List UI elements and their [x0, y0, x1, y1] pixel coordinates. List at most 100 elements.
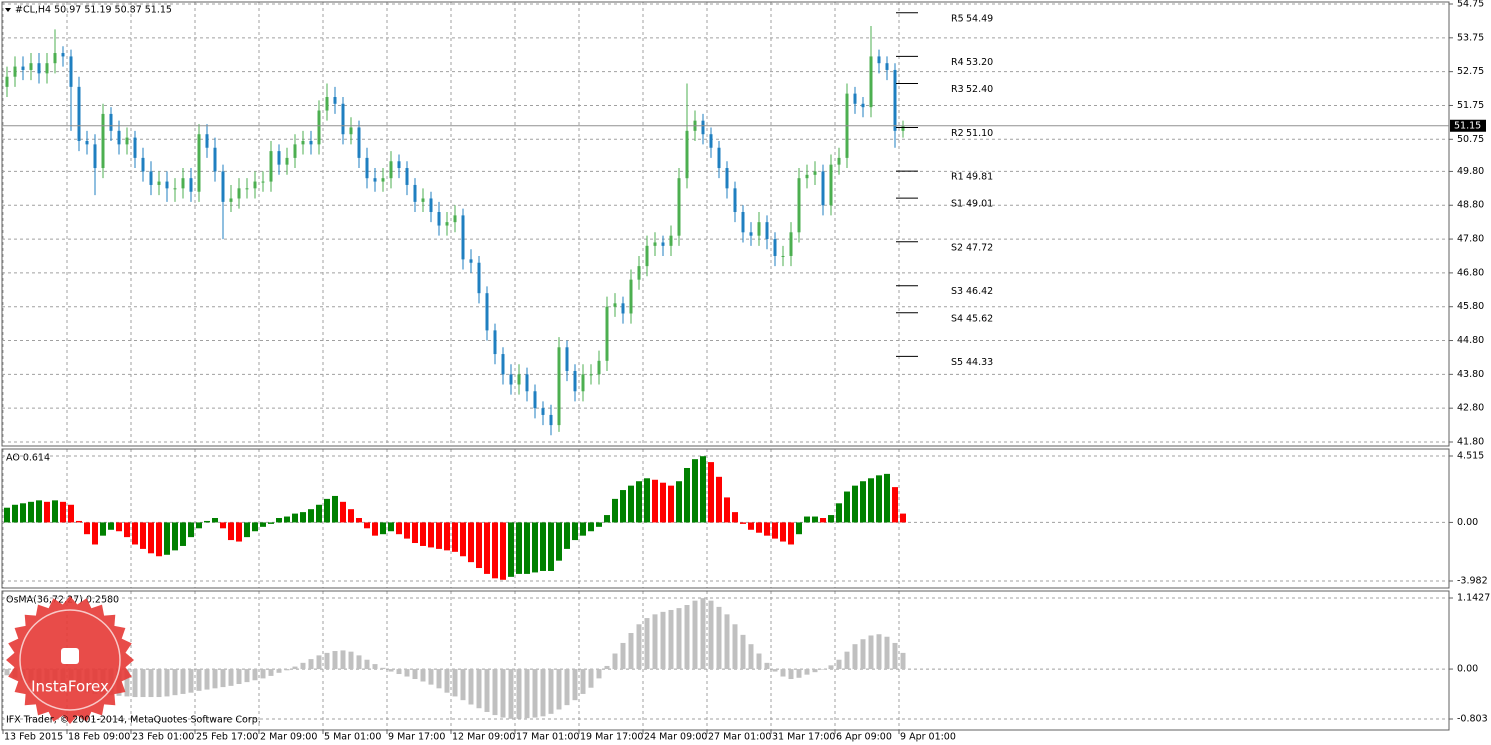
ao-bar — [892, 487, 898, 523]
candle-body — [69, 56, 73, 87]
candle-body — [581, 374, 585, 392]
candle-body — [469, 259, 473, 263]
y-tick-label: 46.80 — [1457, 267, 1484, 278]
ao-bar — [684, 467, 690, 523]
ao-bar — [524, 522, 530, 574]
candle-body — [93, 144, 97, 169]
candle-body — [749, 232, 753, 236]
ao-bar — [660, 482, 666, 523]
candle-body — [885, 63, 889, 70]
candle-body — [685, 130, 689, 179]
osma-bar — [748, 644, 754, 670]
ao-bar — [516, 522, 522, 574]
osma-bar — [396, 669, 402, 675]
candle-body — [117, 130, 121, 145]
ao-bar — [860, 481, 866, 523]
ao-bar — [228, 522, 234, 541]
candle-body — [373, 178, 377, 182]
osma-bar — [140, 669, 146, 698]
ao-bar — [12, 504, 18, 523]
candle-body — [413, 184, 417, 202]
x-tick-label: 24 Mar 09:00 — [644, 732, 707, 743]
ao-bar — [300, 512, 306, 523]
symbol-menu-arrow[interactable] — [5, 8, 11, 12]
ao-bar — [116, 522, 122, 532]
ao-bar — [740, 522, 746, 524]
panel-frame — [1, 448, 1450, 589]
candle-body — [149, 171, 153, 185]
ao-bar — [100, 522, 106, 536]
ao-bar — [596, 522, 602, 527]
candle-body — [125, 137, 129, 145]
candle-body — [77, 86, 81, 141]
pivot-name: S2 — [951, 242, 963, 253]
osma-bar — [604, 665, 610, 670]
osma-bar — [364, 659, 370, 670]
ao-bar — [60, 501, 66, 523]
pivot-name: R5 — [951, 13, 964, 24]
pivot-label: 47.72 — [966, 242, 993, 253]
osma-bar — [556, 669, 562, 710]
x-tick-label: 27 Mar 01:00 — [708, 732, 771, 743]
x-tick-label: 5 Mar 01:00 — [324, 732, 381, 743]
osma-bar — [300, 662, 306, 670]
pivot-name: R1 — [951, 172, 964, 183]
osma-bar — [148, 669, 154, 698]
osma-bar — [756, 653, 762, 670]
y-tick-label: 49.80 — [1457, 166, 1484, 177]
candle-body — [341, 103, 345, 135]
osma-bar — [516, 669, 522, 719]
candle-body — [405, 168, 409, 185]
pivot-label: 53.20 — [966, 57, 993, 68]
candle-body — [661, 242, 665, 246]
candle-body — [397, 161, 401, 169]
candle-body — [549, 414, 553, 426]
candle-body — [181, 178, 185, 189]
ao-bar — [428, 522, 434, 548]
ao-bar — [836, 503, 842, 523]
osma-bar — [412, 669, 418, 680]
y-tick-label: 53.75 — [1457, 32, 1484, 43]
osma-bar — [476, 669, 482, 709]
candle-body — [893, 69, 897, 131]
candle-body — [653, 242, 657, 246]
osma-bar — [132, 669, 138, 698]
ao-bar — [276, 518, 282, 523]
osma-title: OsMA(36,72,27) 0.2580 — [6, 595, 119, 606]
candle-body — [709, 134, 713, 148]
candle-body — [517, 374, 521, 385]
osma-bar — [668, 609, 674, 670]
candle-body — [677, 178, 681, 236]
y-tick-label: -0.803 — [1457, 714, 1488, 725]
osma-bar — [700, 598, 706, 670]
candle-body — [141, 157, 145, 172]
candle-body — [741, 212, 745, 233]
candle-body — [805, 174, 809, 179]
candle-body — [325, 97, 329, 111]
candle-body — [797, 178, 801, 233]
osma-bar — [180, 669, 186, 694]
candle-body — [101, 113, 105, 169]
candle-body — [429, 198, 433, 213]
osma-bar — [836, 659, 842, 670]
osma-bar — [900, 652, 906, 670]
candle-body — [853, 93, 857, 104]
ao-bar — [84, 522, 90, 535]
osma-bar — [492, 669, 498, 716]
ao-bar — [148, 522, 154, 554]
osma-bar — [772, 669, 778, 672]
ao-bar — [20, 503, 26, 523]
osma-bar — [540, 669, 546, 717]
y-tick-label: 4.515 — [1457, 451, 1484, 462]
candle-body — [613, 303, 617, 307]
ao-bar — [412, 522, 418, 544]
candle-body — [221, 171, 225, 202]
pivot-label: 45.62 — [966, 313, 993, 324]
panel-frame — [1, 590, 1450, 731]
ao-bar — [436, 522, 442, 549]
osma-bar — [788, 669, 794, 680]
ao-bar — [564, 522, 570, 549]
x-tick-label: 13 Feb 2015 — [4, 732, 63, 743]
osma-bar — [332, 651, 338, 670]
candle-body — [813, 171, 817, 175]
